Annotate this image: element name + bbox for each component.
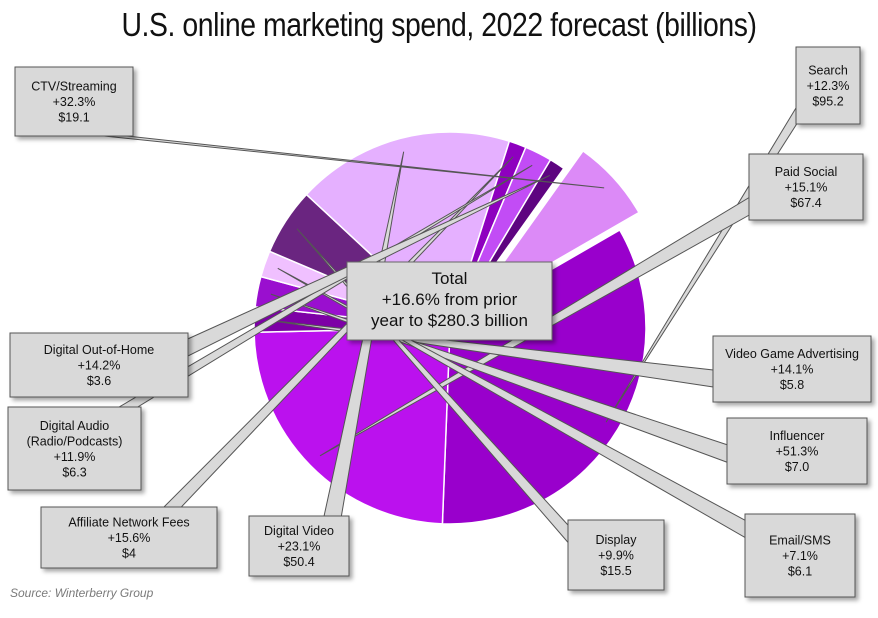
slice-label: (Radio/Podcasts): [27, 434, 123, 448]
slice-label: Video Game Advertising: [725, 347, 859, 361]
growth-label: +15.6%: [108, 531, 151, 545]
value-label: $67.4: [790, 196, 821, 210]
callout-box: [748, 153, 864, 221]
slice-label: Influencer: [770, 429, 825, 443]
slice-label: CTV/Streaming: [31, 80, 116, 94]
callout-box: [712, 335, 872, 403]
slice-label: Affiliate Network Fees: [68, 516, 189, 530]
growth-label: +51.3%: [776, 445, 819, 459]
value-label: $95.2: [812, 95, 843, 109]
callout-digital-video: Digital Video +23.1%$50.4: [248, 515, 350, 577]
slice-label: Display: [596, 533, 638, 547]
callouts: Search+12.3% $95.2 Paid Social +15.1%$67.4 V…: [7, 46, 872, 598]
value-label: $15.5: [600, 564, 631, 578]
value-label: $6.1: [788, 565, 812, 579]
slice-label: Digital Audio: [40, 419, 110, 433]
callout-box: [567, 519, 665, 591]
growth-label: +14.1%: [771, 363, 814, 377]
growth-label: +9.9%: [598, 549, 634, 563]
slice-label: Digital Video: [264, 524, 334, 538]
total-label: Total +16.6% from prior year to $280.3 bil…: [346, 261, 553, 341]
callout-display: Display +9.9%$15.5: [567, 519, 665, 591]
callout-ctv-streaming: CTV/Streaming+32.3% $19.1: [14, 66, 134, 137]
growth-label: +15.1%: [785, 181, 828, 195]
value-label: $19.1: [58, 111, 89, 125]
callout-paid-social: Paid Social +15.1%$67.4: [748, 153, 864, 221]
growth-label: +14.2%: [78, 359, 121, 373]
slice-label: Search: [808, 64, 848, 78]
source-note: Source: Winterberry Group: [10, 586, 154, 600]
callout-video-game-advertising: Video Game Advertising +14.1%$5.8: [712, 335, 872, 403]
callout-box: [9, 332, 189, 398]
callout-box: [744, 513, 856, 598]
growth-label: +7.1%: [782, 549, 818, 563]
total-label-line: year to $280.3 billion: [371, 311, 528, 330]
callout-search: Search+12.3% $95.2: [795, 46, 861, 125]
total-label-box: [346, 261, 553, 341]
callout-box: [248, 515, 350, 577]
value-label: $3.6: [87, 374, 111, 388]
value-label: $4: [122, 547, 136, 561]
value-label: $50.4: [283, 555, 314, 569]
chart-title: U.S. online marketing spend, 2022 foreca…: [121, 6, 757, 43]
growth-label: +11.9%: [54, 450, 96, 464]
callout-digital-out-of-home: Digital Out-of-Home +14.2%$3.6: [9, 332, 189, 398]
callout-box: [40, 506, 218, 569]
value-label: $7.0: [785, 460, 809, 474]
callout-box: [795, 46, 861, 125]
total-label-line: Total: [432, 269, 468, 288]
callout-box: [14, 66, 134, 137]
growth-label: +12.3%: [807, 79, 850, 93]
value-label: $5.8: [780, 378, 804, 392]
value-label: $6.3: [62, 465, 86, 479]
callout-box: [7, 406, 142, 491]
callout-email-sms: Email/SMS+7.1% $6.1: [744, 513, 856, 598]
slice-label: Paid Social: [775, 165, 838, 179]
growth-label: +23.1%: [278, 540, 321, 554]
callout-influencer: Influencer +51.3%$7.0: [726, 417, 868, 485]
callout-box: [726, 417, 868, 485]
slice-label: Email/SMS: [769, 534, 831, 548]
slice-label: Digital Out-of-Home: [44, 343, 154, 357]
callout-digital-audio-radio-podcasts: Digital Audio(Radio/Podcasts) +11.9%$6.3: [7, 406, 142, 491]
callout-affiliate-network-fees: Affiliate Network Fees+15.6% $4: [40, 506, 218, 569]
total-label-line: +16.6% from prior: [382, 290, 518, 309]
growth-label: +32.3%: [53, 95, 96, 109]
